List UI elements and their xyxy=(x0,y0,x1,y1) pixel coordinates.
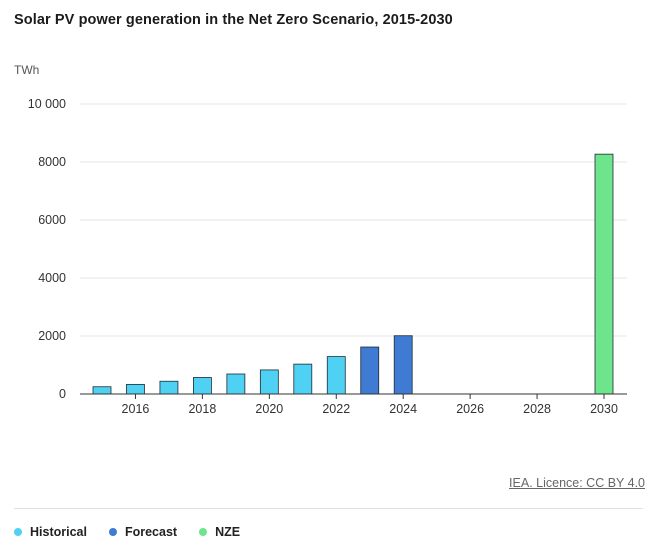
bar-historical-2020[interactable] xyxy=(259,369,279,395)
x-tick-label: 2020 xyxy=(255,402,283,416)
bar-historical-2015[interactable] xyxy=(92,386,112,395)
bar-chart: 0 2000 4000 6000 8000 10 000 2016 2018 2020 2022… xyxy=(28,97,627,416)
bar-historical-2019[interactable] xyxy=(226,373,246,395)
legend-item-forecast[interactable]: Forecast xyxy=(108,525,178,539)
x-tick-label: 2028 xyxy=(523,402,551,416)
x-tick-label: 2024 xyxy=(389,402,417,416)
bar-forecast-2024[interactable] xyxy=(393,335,413,395)
legend-swatch-historical xyxy=(14,528,22,536)
legend-label-forecast: Forecast xyxy=(124,525,178,539)
x-tick-label: 2022 xyxy=(322,402,350,416)
bar-historical-2022[interactable] xyxy=(326,356,346,395)
bar-historical-2017[interactable] xyxy=(159,380,179,395)
x-tick-label: 2016 xyxy=(122,402,150,416)
y-tick-label: 4000 xyxy=(38,271,66,285)
y-tick-label: 2000 xyxy=(38,329,66,343)
bar-historical-2021[interactable] xyxy=(293,363,313,395)
source-licence-link[interactable]: IEA. Licence: CC BY 4.0 xyxy=(509,476,645,490)
y-tick-label: 6000 xyxy=(38,213,66,227)
legend-swatch-nze xyxy=(199,528,208,536)
legend: Historical Forecast NZE xyxy=(14,525,240,539)
x-tick-label: 2018 xyxy=(188,402,216,416)
y-tick-labels: 0 2000 4000 6000 8000 10 000 xyxy=(28,97,66,401)
bar-nze-2030[interactable] xyxy=(594,153,614,395)
bar-historical-2016[interactable] xyxy=(126,384,145,395)
x-tick-label: 2030 xyxy=(590,402,618,416)
x-tick-label: 2026 xyxy=(456,402,484,416)
bars xyxy=(92,153,614,395)
legend-item-historical[interactable]: Historical xyxy=(14,525,87,539)
legend-swatch-forecast xyxy=(108,528,117,536)
x-tick-labels: 2016 2018 2020 2022 2024 2026 2028 2030 xyxy=(122,402,618,416)
y-tick-label: 10 000 xyxy=(28,97,66,111)
gridlines xyxy=(80,103,627,337)
legend-item-nze[interactable]: NZE xyxy=(199,525,240,539)
bar-historical-2018[interactable] xyxy=(192,377,212,395)
y-axis-unit-label: TWh xyxy=(14,63,40,77)
y-tick-label: 8000 xyxy=(38,155,66,169)
x-axis xyxy=(80,393,627,399)
legend-divider xyxy=(14,508,643,509)
y-tick-label: 0 xyxy=(59,387,66,401)
legend-label-historical: Historical xyxy=(30,525,87,539)
bar-forecast-2023[interactable] xyxy=(360,346,380,395)
legend-label-nze: NZE xyxy=(215,525,241,539)
chart-title: Solar PV power generation in the Net Zer… xyxy=(14,12,453,28)
